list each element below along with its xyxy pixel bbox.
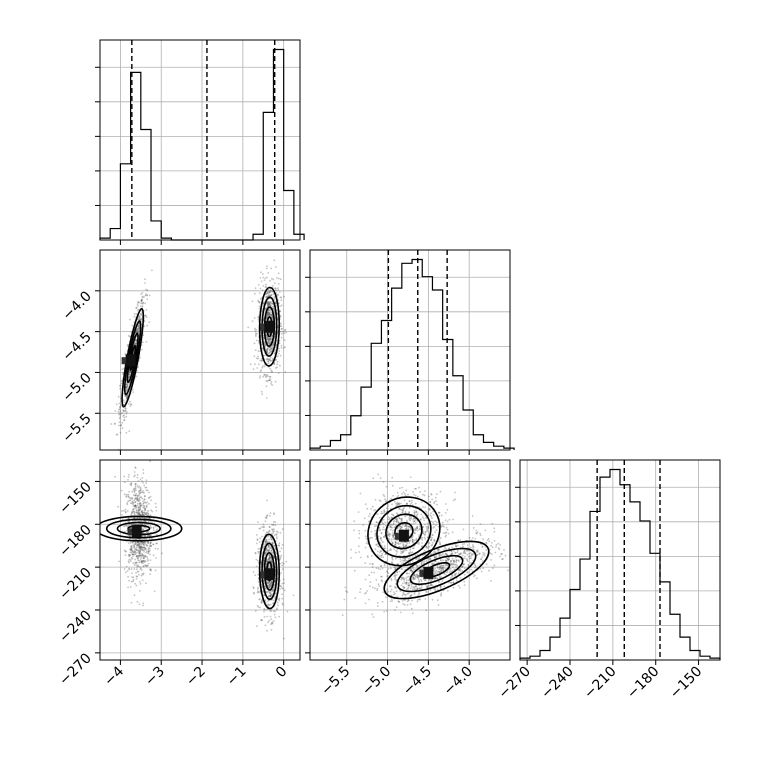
- density-peak: [419, 569, 424, 577]
- density-peak: [260, 571, 265, 579]
- scatter-panel-1-0: −5.5 −5.0 −4.5 −4.0: [59, 249, 301, 455]
- x-tick-label: −5.5: [318, 664, 353, 699]
- panel-frame: [309, 459, 511, 661]
- y-tick-label: −270: [56, 650, 95, 689]
- sample-points: [114, 460, 295, 640]
- histogram-panel-1: [305, 249, 515, 455]
- x-tick-label: −4: [101, 663, 127, 689]
- x-tick-label: −210: [581, 664, 620, 703]
- x-tick-label: 0: [273, 664, 291, 682]
- y-tick-label: −210: [56, 565, 95, 604]
- x-tick-label: −5.0: [359, 664, 394, 699]
- grid-lines: [100, 460, 300, 660]
- x-tick-label: −180: [624, 664, 663, 703]
- panel-frame: [99, 39, 301, 241]
- scatter-panel-2-0: −4 −3 −2 −1 0 −270−240 −210 −180 −150: [56, 459, 301, 690]
- density-peak: [398, 529, 409, 542]
- scatter-panel-2-1: −5.5 −5.0 −4.5 −4.0: [305, 459, 511, 699]
- panel-frame: [309, 249, 511, 451]
- density-peak: [264, 320, 275, 333]
- density-peak: [125, 354, 136, 367]
- density-peak: [264, 568, 275, 581]
- density-peak: [127, 528, 132, 536]
- density-contour-1-0: [258, 286, 281, 367]
- y-tick-label: −150: [56, 479, 95, 518]
- panel-frame: [99, 249, 301, 451]
- histogram-panel-0: [95, 39, 305, 245]
- density-contour-0-1: [105, 518, 172, 539]
- density-contour-0-2: [385, 513, 423, 550]
- x-tick-label: −270: [495, 664, 534, 703]
- grid-lines: [310, 460, 510, 660]
- histogram-steps-2: [519, 468, 721, 660]
- x-tick-label: −1: [224, 664, 250, 690]
- y-tick-label: −5.5: [59, 411, 94, 446]
- y-tick-label: −240: [56, 608, 95, 647]
- density-contour-1-1: [396, 547, 477, 593]
- density-contour-0-0: [100, 515, 183, 542]
- density-contour-1-0: [383, 540, 490, 600]
- grid-lines: [100, 40, 300, 240]
- density-peak: [394, 532, 399, 540]
- grid-lines: [310, 250, 510, 450]
- density-contour-1-2: [409, 554, 464, 586]
- histogram-steps-1: [309, 258, 515, 450]
- x-tick-label: −4.5: [400, 664, 435, 699]
- x-tick-label: −3: [142, 664, 168, 690]
- x-tick-label: −150: [667, 664, 706, 703]
- x-tick-label: −2: [183, 664, 209, 690]
- y-tick-label: −180: [56, 522, 95, 561]
- y-tick-label: −4.5: [59, 329, 94, 364]
- density-peak: [423, 566, 434, 579]
- histogram-panel-2: −270 −240 −210 −180 −150: [495, 459, 721, 703]
- density-peak: [131, 525, 142, 538]
- panel-frame: [99, 459, 301, 661]
- y-tick-label: −4.0: [59, 288, 94, 323]
- density-contour-1-0: [258, 533, 281, 610]
- y-tick-label: −5.0: [59, 370, 94, 405]
- x-tick-label: −240: [538, 664, 577, 703]
- panel-frame: [519, 459, 721, 661]
- density-peak: [260, 323, 265, 331]
- x-tick-label: −4.0: [441, 664, 476, 699]
- density-peak: [121, 357, 126, 365]
- grid-lines: [520, 460, 720, 660]
- density-contour-0-1: [376, 504, 432, 558]
